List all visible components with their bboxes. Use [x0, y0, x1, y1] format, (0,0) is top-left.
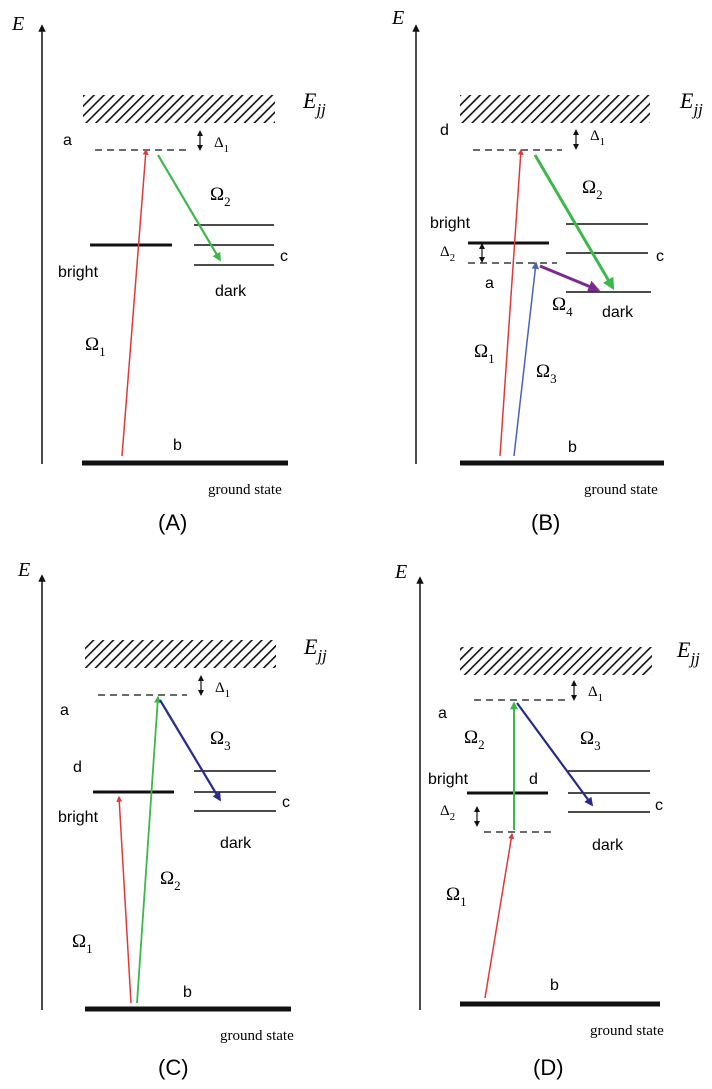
- bright-label: bright: [58, 809, 99, 826]
- panel-caption: (B): [531, 510, 560, 535]
- detuning-label: Δ1: [214, 135, 229, 155]
- dark-label: dark: [592, 837, 624, 854]
- level-label-a: a: [60, 702, 69, 719]
- level-label-d: d: [73, 759, 82, 776]
- panel-caption: (D): [533, 1055, 564, 1080]
- detuning-1-label: Δ1: [588, 684, 603, 704]
- panel-b: E Ejj d Δ1 bright Δ2 a c dark b ground s…: [391, 7, 703, 535]
- band-label: Ejj: [676, 637, 700, 668]
- energy-axis-label: E: [391, 7, 404, 29]
- omega2-label: Ω2: [582, 177, 603, 202]
- level-label-c: c: [655, 797, 663, 814]
- panel-caption: (A): [158, 510, 187, 535]
- panel-d: E Ejj a Δ1 bright d Δ2 c dark b ground s…: [394, 561, 700, 1080]
- omega4-label: Ω4: [552, 294, 573, 319]
- energy-axis-label: E: [17, 559, 30, 581]
- detuning-1-label: Δ1: [590, 128, 605, 148]
- detuning-label: Δ1: [215, 680, 230, 700]
- omega1-label: Ω1: [474, 341, 495, 366]
- level-label-d: d: [440, 122, 449, 139]
- energy-axis-label: E: [394, 561, 407, 583]
- omega3-label: Ω3: [210, 728, 231, 753]
- ground-state-label: ground state: [590, 1023, 664, 1039]
- band-label: Ejj: [302, 88, 326, 119]
- level-label-c: c: [656, 248, 664, 265]
- ground-state-label: ground state: [220, 1028, 294, 1044]
- omega2-transition: [533, 154, 615, 291]
- band-label: Ejj: [303, 634, 327, 665]
- level-label-c: c: [280, 248, 288, 265]
- omega2-label: Ω2: [210, 184, 231, 209]
- omega3-transition: [159, 699, 221, 802]
- omega3-label: Ω3: [536, 361, 557, 386]
- band-label: Ejj: [679, 88, 703, 119]
- bright-label: bright: [430, 215, 471, 232]
- omega1-transition: [484, 832, 515, 999]
- omega2-transition: [136, 695, 162, 1004]
- level-label-b: b: [183, 984, 192, 1001]
- panel-caption: (C): [158, 1055, 189, 1080]
- ionization-band: [85, 640, 276, 668]
- ionization-band: [460, 647, 652, 675]
- omega1-label: Ω1: [85, 334, 106, 359]
- dark-label: dark: [215, 283, 247, 300]
- omega1-label: Ω1: [72, 931, 93, 956]
- ionization-band: [83, 95, 275, 123]
- bright-label: bright: [58, 264, 99, 281]
- omega2-transition: [157, 154, 221, 262]
- level-label-a: a: [63, 132, 72, 149]
- level-label-c: c: [282, 794, 290, 811]
- omega3-label: Ω3: [580, 728, 601, 753]
- level-label-a: a: [438, 705, 447, 722]
- level-label-b: b: [550, 977, 559, 994]
- dark-label: dark: [602, 304, 634, 321]
- omega2-label: Ω2: [160, 868, 181, 893]
- detuning-2-label: Δ2: [440, 244, 455, 264]
- ionization-band: [460, 95, 650, 123]
- omega1-label: Ω1: [446, 884, 467, 909]
- level-label-a: a: [485, 275, 494, 292]
- panel-a: E Ejj a Δ1 bright c dark b ground state …: [11, 13, 326, 535]
- panel-c: E Ejj a Δ1 d bright c dark b ground stat…: [17, 559, 327, 1080]
- energy-axis-label: E: [11, 13, 24, 35]
- level-label-b: b: [173, 437, 182, 454]
- level-label-d: d: [529, 771, 538, 788]
- omega3-transition: [516, 702, 594, 807]
- omega1-transition: [116, 795, 132, 1004]
- omega1-transition: [499, 148, 524, 457]
- omega3-transition: [513, 261, 540, 457]
- dark-label: dark: [220, 835, 252, 852]
- omega1-transition: [121, 148, 149, 457]
- omega2-label: Ω2: [464, 727, 485, 752]
- ground-state-label: ground state: [208, 482, 282, 498]
- level-label-b: b: [568, 439, 577, 456]
- ground-state-label: ground state: [584, 482, 658, 498]
- bright-label: bright: [428, 771, 469, 788]
- omega4-transition: [539, 264, 601, 292]
- detuning-2-label: Δ2: [440, 803, 455, 823]
